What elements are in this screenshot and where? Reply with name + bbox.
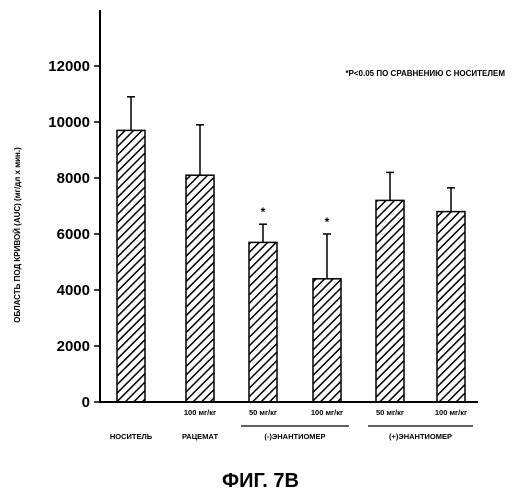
y-tick-label: 2000 bbox=[57, 338, 90, 355]
x-tick-label: 100 мг/кг bbox=[184, 408, 216, 417]
x-tick-label: 100 мг/кг bbox=[311, 408, 343, 417]
y-tick-label: 0 bbox=[82, 394, 90, 411]
x-tick-label: 50 мг/кг bbox=[249, 408, 277, 417]
y-axis-title: ОБЛАСТЬ ПОД КРИВОЙ (AUC) (мг/дл х мин.) bbox=[13, 147, 22, 323]
x-tick-label: 100 мг/кг bbox=[435, 408, 467, 417]
significance-note: *P<0.05 ПО СРАВНЕНИЮ С НОСИТЕЛЕМ bbox=[345, 69, 505, 78]
group-label: (+)ЭНАНТИОМЕР bbox=[389, 432, 452, 441]
x-tick-label: 50 мг/кг bbox=[376, 408, 404, 417]
group-label: НОСИТЕЛЬ bbox=[110, 432, 153, 441]
bar bbox=[117, 130, 145, 402]
y-tick-label: 4000 bbox=[57, 282, 90, 299]
y-tick-label: 6000 bbox=[57, 226, 90, 243]
y-tick-label: 12000 bbox=[48, 58, 90, 75]
y-tick-label: 10000 bbox=[48, 114, 90, 131]
figure-caption: ФИГ. 7В bbox=[0, 470, 521, 493]
chart-svg: ОБЛАСТЬ ПОД КРИВОЙ (AUC) (мг/дл х мин.) … bbox=[0, 0, 521, 470]
significance-star: * bbox=[325, 215, 330, 229]
bar bbox=[186, 175, 214, 402]
bar bbox=[376, 200, 404, 402]
bar bbox=[437, 212, 465, 402]
significance-star: * bbox=[261, 205, 266, 219]
bar bbox=[313, 279, 341, 402]
group-label: РАЦЕМАТ bbox=[182, 432, 219, 441]
group-label: (-)ЭНАНТИОМЕР bbox=[264, 432, 325, 441]
y-tick-label: 8000 bbox=[57, 170, 90, 187]
bar bbox=[249, 242, 277, 402]
